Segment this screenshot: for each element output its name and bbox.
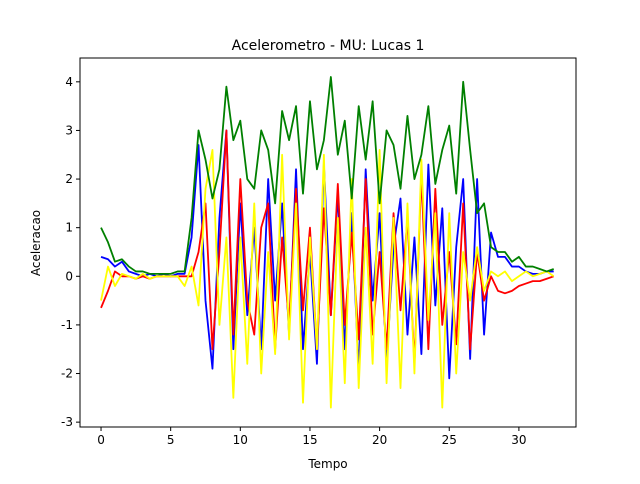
y-tick-label: 1 [65,221,73,235]
x-tick-label: 15 [302,433,317,447]
y-tick-label: -3 [61,415,73,429]
y-tick-label: -1 [61,318,73,332]
x-tick-label: 5 [167,433,175,447]
line-series [100,76,555,275]
line-series [100,129,554,380]
y-tick-label: 2 [65,172,73,186]
y-axis-label: Aceleracao [29,210,43,276]
x-tick-label: 30 [511,433,526,447]
chart-title: Acelerometro - MU: Lucas 1 [232,38,425,54]
plot-frame [79,57,577,428]
y-tick-label: 0 [65,269,73,283]
x-tick-label: 25 [442,433,457,447]
y-tick-label: 3 [65,123,73,137]
y-tick-label: -2 [61,367,73,381]
y-tick-label: 4 [65,75,73,89]
x-axis-label: Tempo [307,457,347,471]
x-tick-label: 20 [372,433,387,447]
x-tick-label: 0 [97,433,105,447]
x-tick-label: 10 [233,433,248,447]
line-series [100,148,555,409]
